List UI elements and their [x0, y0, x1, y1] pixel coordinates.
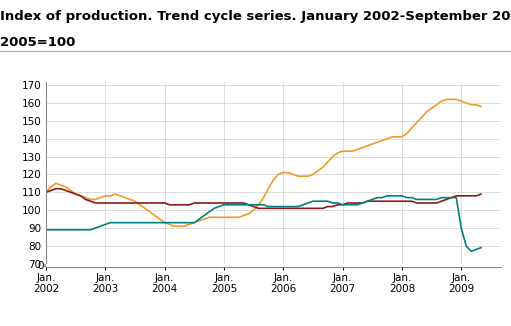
Text: 0: 0	[37, 261, 43, 272]
Text: 2005=100: 2005=100	[0, 36, 76, 49]
Text: Index of production. Trend cycle series. January 2002-September 2009.: Index of production. Trend cycle series.…	[0, 10, 511, 23]
Bar	[46, 264, 501, 267]
